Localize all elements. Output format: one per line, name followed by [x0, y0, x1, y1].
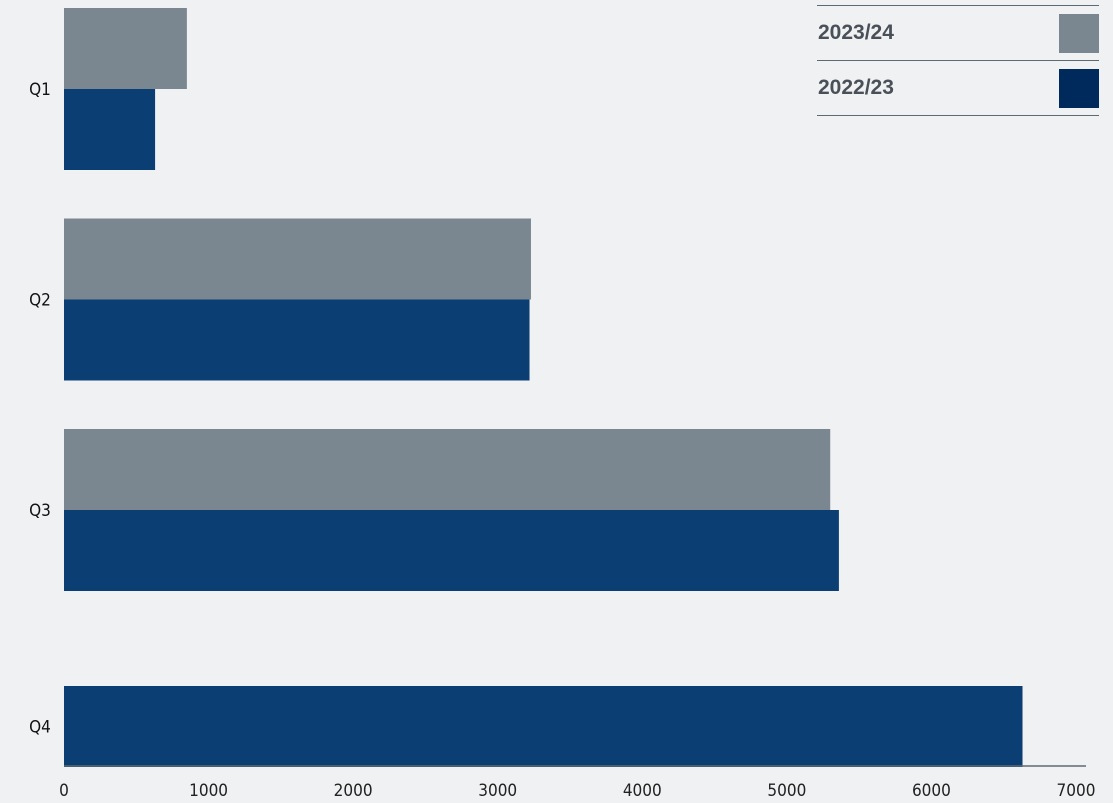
legend-label-2023-24: 2023/24 — [818, 21, 894, 44]
bar-q1-series-1 — [64, 89, 156, 170]
bar-q1-series-0 — [64, 8, 187, 89]
legend: 2023/24 2022/23 — [817, 5, 1099, 116]
x-tick-label-6000: 6000 — [912, 781, 951, 801]
category-label-q1: Q1 — [29, 80, 51, 100]
legend-divider-bottom — [817, 115, 1099, 116]
bar-q2-series-0 — [64, 218, 531, 300]
x-tick-label-0: 0 — [59, 781, 69, 801]
legend-divider-middle — [817, 60, 1099, 61]
bar-q3-series-1 — [64, 510, 839, 591]
x-tick-label-1000: 1000 — [189, 781, 228, 801]
legend-item-2023-24: 2023/24 — [817, 6, 1099, 60]
bar-q2-series-1 — [64, 299, 530, 381]
legend-swatch-2022-23 — [1059, 68, 1099, 108]
legend-label-2022-23: 2022/23 — [818, 76, 894, 99]
category-labels: Q1 Q2 Q3 Q4 — [29, 80, 51, 738]
bars-group — [64, 8, 1023, 767]
legend-item-2022-23: 2022/23 — [817, 61, 1099, 115]
legend-swatch-2023-24 — [1059, 13, 1099, 53]
x-axis-ticks: 0 1000 2000 3000 4000 5000 6000 7000 — [59, 781, 1095, 801]
legend-divider-top — [817, 5, 1099, 6]
x-tick-label-4000: 4000 — [623, 781, 662, 801]
category-label-q3: Q3 — [29, 501, 51, 521]
bar-q3-series-0 — [64, 429, 831, 510]
category-label-q4: Q4 — [29, 718, 51, 738]
x-tick-label-7000: 7000 — [1057, 781, 1096, 801]
category-label-q2: Q2 — [29, 291, 51, 311]
bar-q4-series-1 — [64, 686, 1023, 767]
x-tick-label-3000: 3000 — [478, 781, 517, 801]
x-tick-label-2000: 2000 — [334, 781, 373, 801]
x-tick-label-5000: 5000 — [767, 781, 806, 801]
